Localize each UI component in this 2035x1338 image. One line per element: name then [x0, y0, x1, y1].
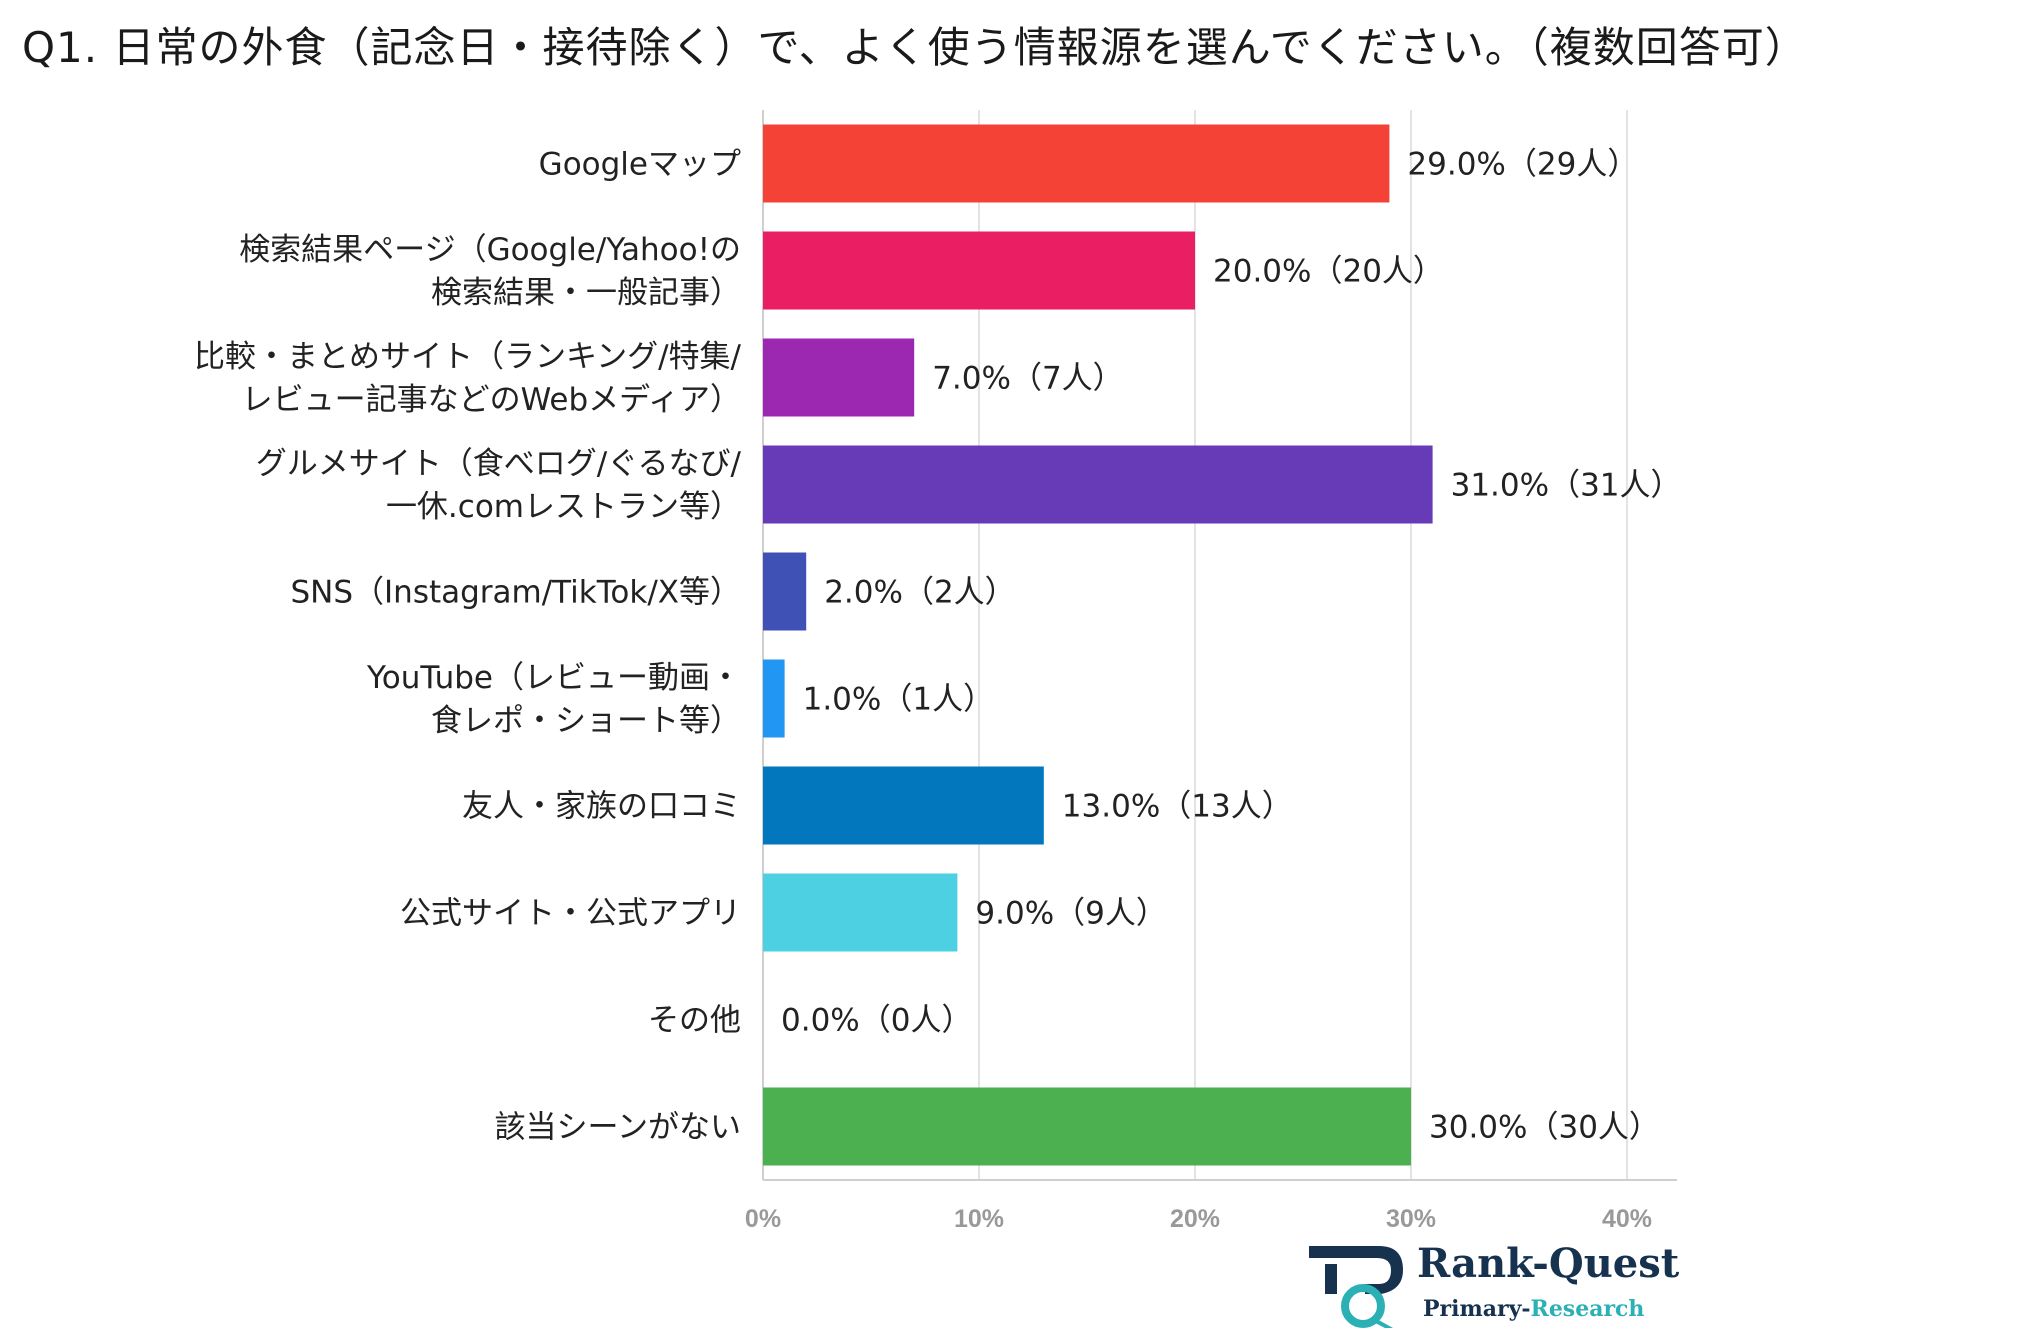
bar-value-label: 0.0%（0人）	[781, 1003, 972, 1039]
bar-value-label: 31.0%（31人）	[1451, 468, 1682, 504]
bar	[763, 1087, 1411, 1166]
rank-quest-logo: Rank-Quest Primary-Research	[1305, 1240, 1685, 1330]
value-labels: 29.0%（29人） 20.0%（20人） 7.0%（7人） 31.0%（31人） 2.…	[781, 147, 1682, 1146]
rq-logo-icon	[1309, 1246, 1403, 1328]
category-label: 該当シーンがない	[495, 1110, 741, 1146]
x-tick-label: 30%	[1386, 1205, 1436, 1233]
bar	[763, 231, 1195, 310]
brand-name: Rank-Quest	[1417, 1240, 1680, 1287]
x-tick-label: 0%	[745, 1205, 781, 1233]
bar-value-label: 9.0%（9人）	[975, 896, 1166, 932]
bar-chart: Googleマップ検索結果ページ（Google/Yahoo!の検索結果・一般記事…	[194, 110, 1682, 1233]
brand-subtitle-main: Primary-	[1423, 1296, 1531, 1322]
category-label: 公式サイト・公式アプリ	[400, 896, 741, 932]
category-label: 友人・家族の口コミ	[462, 789, 741, 825]
category-label: 食レポ・ショート等）	[431, 703, 741, 739]
bar-value-label: 29.0%（29人）	[1407, 147, 1638, 183]
category-label: その他	[648, 1003, 741, 1039]
x-tick-label: 20%	[1170, 1205, 1220, 1233]
bar	[763, 124, 1390, 203]
bar	[763, 445, 1433, 524]
bar-value-label: 20.0%（20人）	[1213, 254, 1444, 290]
category-label: Googleマップ	[539, 147, 741, 183]
chart-title: Q1. 日常の外食（記念日・接待除く）で、よく使う情報源を選んでください。（複数…	[22, 23, 1808, 72]
bar-value-label: 13.0%（13人）	[1062, 789, 1293, 825]
x-tick-label: 40%	[1602, 1205, 1652, 1233]
bar	[763, 873, 958, 952]
bar-value-label: 30.0%（30人）	[1429, 1110, 1660, 1146]
category-label: 検索結果ページ（Google/Yahoo!の	[239, 232, 741, 268]
bar	[763, 766, 1044, 845]
x-tick-label: 10%	[954, 1205, 1004, 1233]
category-label: SNS（Instagram/TikTok/X等）	[290, 575, 741, 611]
category-label: 一休.comレストラン等）	[386, 489, 741, 525]
bar	[763, 659, 785, 738]
brand-subtitle: Primary-Research	[1423, 1296, 1644, 1322]
category-label: 検索結果・一般記事）	[431, 275, 741, 311]
brand-subtitle-accent: Research	[1530, 1296, 1645, 1322]
category-labels: Googleマップ検索結果ページ（Google/Yahoo!の検索結果・一般記事…	[194, 147, 742, 1146]
bar	[763, 552, 807, 631]
category-label: レビュー記事などのWebメディア）	[242, 382, 741, 418]
x-axis-ticks: 0% 10% 20% 30% 40%	[745, 1205, 1652, 1233]
category-label: YouTube（レビュー動画・	[366, 660, 741, 696]
category-label: グルメサイト（食べログ/ぐるなび/	[256, 446, 742, 482]
bars	[763, 124, 1433, 1166]
category-label: 比較・まとめサイト（ランキング/特集/	[194, 339, 742, 375]
bar-value-label: 2.0%（2人）	[824, 575, 1015, 611]
bar-value-label: 7.0%（7人）	[932, 361, 1123, 397]
bar	[763, 338, 915, 417]
bar-value-label: 1.0%（1人）	[803, 682, 994, 718]
